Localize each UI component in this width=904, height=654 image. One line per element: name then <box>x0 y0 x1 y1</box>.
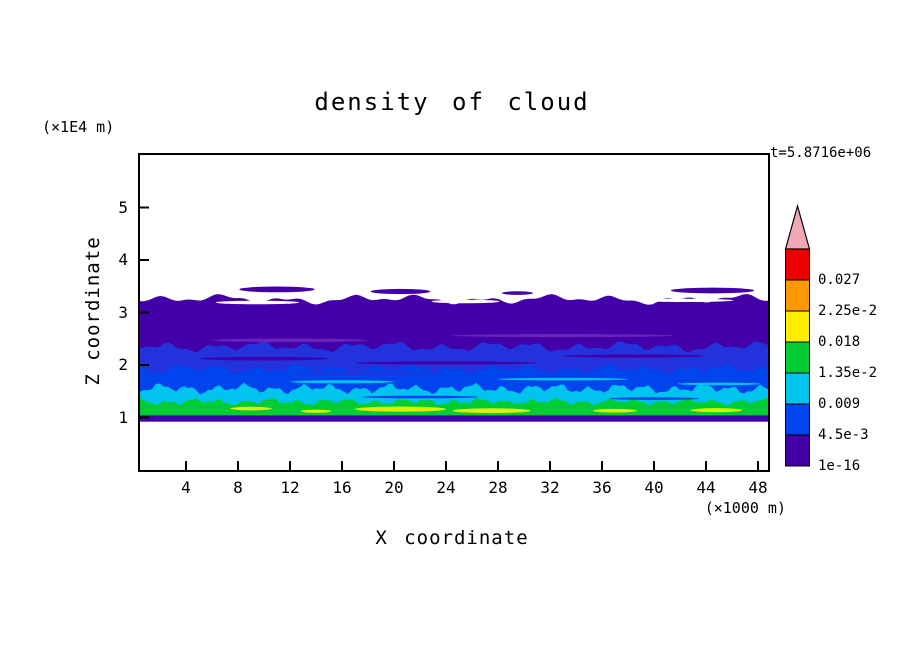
contour-bottom-strip <box>140 415 768 422</box>
contour-streak <box>361 395 479 399</box>
contour-streak <box>608 397 700 400</box>
contour-streak <box>670 287 755 294</box>
colorbar-segment <box>785 372 810 405</box>
contour-streak <box>355 406 446 412</box>
contour-streak <box>290 372 446 376</box>
contour-streak <box>355 361 537 365</box>
contour-white-gap <box>215 300 300 305</box>
colorbar-segment <box>785 279 810 312</box>
contour-streak <box>592 408 638 413</box>
colorbar-label: 0.009 <box>818 396 861 412</box>
contour-streak <box>370 288 431 295</box>
x-tick-label: 48 <box>748 478 768 497</box>
x-tick-label: 16 <box>332 478 352 497</box>
colorbar-label: 0.027 <box>818 272 861 288</box>
time-annotation: t=5.8716e+06 <box>770 145 872 161</box>
colorbar-segment <box>785 248 810 281</box>
contour-streak <box>452 334 674 338</box>
contour-streak <box>690 408 743 413</box>
colorbar-segment <box>785 403 810 436</box>
chart-title: density of cloud <box>314 88 590 116</box>
contour-streak <box>677 382 761 386</box>
colorbar-label: 1.35e-2 <box>818 365 878 381</box>
colorbar-segment <box>785 341 810 374</box>
y-tick-label: 3 <box>118 302 128 322</box>
x-tick-label: 36 <box>592 478 612 497</box>
colorbar-segment <box>785 310 810 343</box>
contour-streak <box>212 338 368 343</box>
x-tick-label: 24 <box>436 478 456 497</box>
y-tick-label: 5 <box>118 197 128 217</box>
x-tick-label: 44 <box>696 478 716 497</box>
contour-white-gap <box>639 298 734 302</box>
contour-plot <box>140 206 768 470</box>
contour-streak <box>498 377 628 381</box>
y-tick-label: 1 <box>118 407 128 427</box>
x-tick-label: 4 <box>181 478 191 497</box>
plot-frame <box>138 153 770 472</box>
contour-streak <box>452 408 531 414</box>
x-tick-label: 12 <box>280 478 300 497</box>
colorbar-overflow-arrow <box>784 204 811 250</box>
x-axis-label: X coordinate <box>375 527 529 549</box>
x-tick-label: 40 <box>644 478 664 497</box>
contour-streak <box>199 356 329 361</box>
y-tick-label: 2 <box>118 355 128 374</box>
y-axis-units: (×1E4 m) <box>42 118 115 136</box>
x-tick-label: 28 <box>488 478 508 497</box>
contour-streak <box>300 409 332 413</box>
y-tick-label: 4 <box>118 250 128 269</box>
contour-streak <box>563 354 706 358</box>
contour-streak <box>230 406 272 411</box>
x-tick-label: 8 <box>233 478 243 497</box>
contour-streak <box>501 291 534 295</box>
contour-white-gap <box>431 299 500 304</box>
x-tick-label: 32 <box>540 478 560 497</box>
x-axis-units: (×1000 m) <box>704 499 786 517</box>
colorbar-label: 2.25e-2 <box>818 303 878 319</box>
colorbar-segment <box>785 434 810 467</box>
colorbar-label: 0.018 <box>818 334 861 350</box>
contour-streak <box>290 380 394 384</box>
x-tick-label: 20 <box>384 478 404 497</box>
colorbar-label: 4.5e-3 <box>818 427 869 443</box>
colorbar-label: 1e-16 <box>818 458 861 474</box>
contour-streak <box>472 403 576 407</box>
contour-streak <box>239 286 315 293</box>
colorbar <box>784 204 811 467</box>
